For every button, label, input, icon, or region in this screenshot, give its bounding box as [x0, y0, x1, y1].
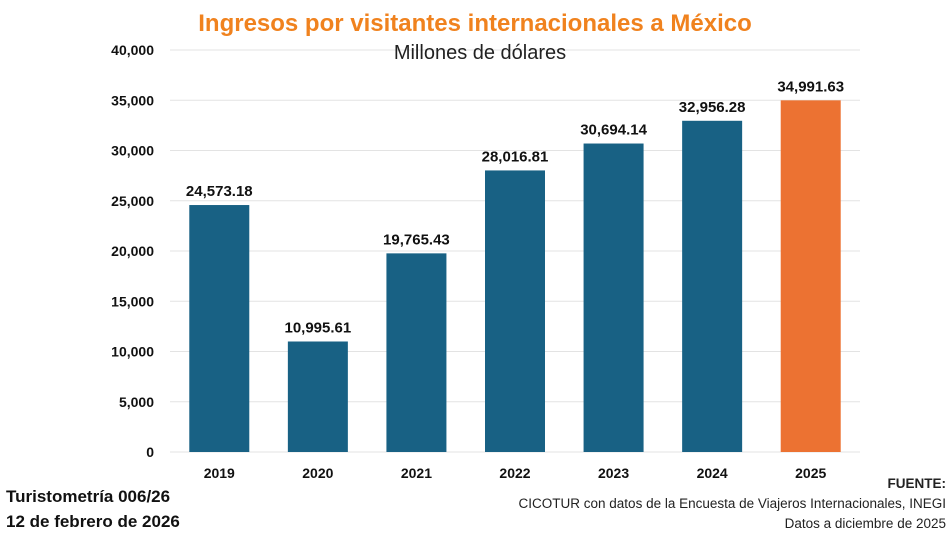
- bar-2025: [780, 100, 841, 453]
- data-label: 24,573.18: [186, 183, 253, 200]
- y-tick-label: 15,000: [111, 293, 154, 309]
- bar-2021: [386, 253, 447, 452]
- publication-date: 12 de febrero de 2026: [6, 512, 180, 531]
- source-text: CICOTUR con datos de la Encuesta de Viaj…: [518, 496, 946, 511]
- source-label: FUENTE:: [887, 476, 947, 491]
- data-label: 32,956.28: [679, 99, 746, 116]
- chart-subtitle: Millones de dólares: [393, 42, 567, 64]
- chart-title: Ingresos por visitantes internacionales …: [198, 10, 752, 37]
- y-tick-label: 10,000: [111, 344, 154, 360]
- x-tick-label: 2024: [697, 465, 728, 481]
- data-label: 10,995.61: [284, 319, 351, 336]
- data-label: 34,991.63: [777, 78, 844, 95]
- y-tick-label: 25,000: [111, 193, 154, 209]
- y-tick-label: 20,000: [111, 243, 154, 259]
- data-label: 30,694.14: [580, 122, 647, 139]
- bar-2024: [682, 120, 743, 453]
- x-tick-label: 2019: [204, 465, 235, 481]
- y-tick-label: 30,000: [111, 143, 154, 159]
- x-tick-label: 2020: [302, 465, 333, 481]
- x-tick-label: 2021: [401, 465, 432, 481]
- bar-2022: [485, 170, 545, 452]
- footer-left: Turistometría 006/26 12 de febrero de 20…: [6, 484, 180, 534]
- bars: [189, 100, 841, 453]
- bar-2019: [189, 205, 250, 452]
- x-tick-label: 2023: [598, 465, 629, 481]
- data-note: Datos a diciembre de 2025: [784, 516, 946, 531]
- data-labels: 24,573.18 10,995.61 19,765.43 28,016.81 30,6…: [186, 78, 844, 336]
- y-tick-label: 5,000: [119, 394, 154, 410]
- data-label: 28,016.81: [482, 148, 549, 165]
- y-tick-label: 40,000: [111, 42, 154, 58]
- y-axis-ticks: 0 5,000 10,000 15,000 20,000 25,000 30,000 35,0…: [111, 42, 154, 460]
- y-tick-label: 35,000: [111, 92, 154, 108]
- data-label: 19,765.43: [383, 231, 450, 248]
- y-tick-label: 0: [146, 444, 154, 460]
- x-tick-label: 2022: [499, 465, 530, 481]
- publication-id: Turistometría 006/26: [6, 487, 171, 506]
- bar-2023: [583, 143, 644, 452]
- x-axis-ticks: 2019 2020 2021 2022 2023 2024 2025: [204, 465, 827, 481]
- bar-2020: [287, 341, 348, 452]
- footer-source: FUENTE: CICOTUR con datos de la Encuesta…: [519, 474, 946, 534]
- x-tick-label: 2025: [795, 465, 826, 481]
